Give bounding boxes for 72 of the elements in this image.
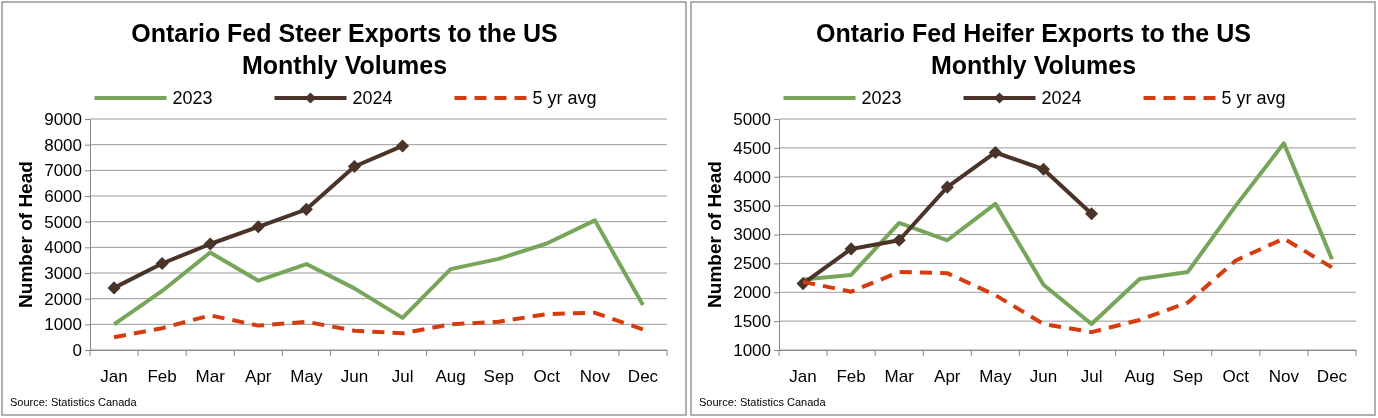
y-tick-label: 5000 — [733, 109, 771, 129]
x-tick-label: Feb — [836, 367, 866, 387]
point — [988, 145, 1002, 160]
x-tick-label: Mar — [884, 367, 915, 387]
x-tick-label: Mar — [195, 367, 226, 387]
y-tick-label: 2500 — [733, 254, 771, 274]
x-tick-label: Jan — [100, 367, 128, 387]
y-tick-label: 0 — [72, 340, 82, 360]
point — [1036, 162, 1051, 176]
y-tick-label: 3000 — [733, 225, 771, 245]
y-tick-label: 4000 — [44, 238, 82, 258]
point — [892, 233, 906, 247]
source-note: Source: Statistics Canada — [10, 396, 138, 408]
x-tick-label: Oct — [1222, 367, 1250, 387]
line-series — [112, 310, 645, 340]
y-tick-label: 8000 — [44, 135, 82, 155]
y-tick-label: 3500 — [733, 196, 771, 216]
x-tick-label: Nov — [579, 367, 611, 387]
y-tick-label: 2000 — [44, 289, 82, 309]
x-tick-label: Jul — [391, 367, 414, 387]
x-tick-label: Aug — [1124, 367, 1155, 387]
point — [299, 202, 313, 216]
x-tick-label: Apr — [245, 367, 272, 387]
y-tick-label: 5000 — [44, 212, 82, 232]
x-tick-label: Aug — [435, 367, 466, 387]
chart-title: Ontario Fed Steer Exports to the US — [131, 19, 558, 47]
x-tick-label: Jun — [340, 367, 369, 387]
x-tick-label: Dec — [1316, 367, 1348, 387]
y-tick-label: 4500 — [733, 138, 771, 158]
point — [107, 281, 121, 295]
x-tick-label: Oct — [533, 367, 561, 387]
point — [940, 180, 954, 194]
x-tick-label: Sep — [483, 367, 514, 387]
legend-label: 5 yr avg — [532, 88, 597, 108]
x-tick-label: Jan — [789, 367, 817, 387]
point — [844, 242, 858, 256]
y-axis-title: Number of Head — [15, 161, 36, 308]
x-tick-label: May — [290, 367, 323, 387]
point — [395, 139, 410, 153]
chart-subtitle: Monthly Volumes — [930, 51, 1137, 79]
chart-subtitle: Monthly Volumes — [241, 51, 448, 79]
x-tick-label: Jul — [1080, 367, 1103, 387]
legend-label: 2023 — [172, 88, 213, 108]
point — [251, 220, 265, 234]
legend-label: 2023 — [861, 88, 902, 108]
legend-label: 2024 — [1041, 88, 1082, 108]
y-tick-label: 9000 — [44, 109, 82, 129]
point — [1084, 207, 1099, 221]
x-tick-label: Dec — [627, 367, 659, 387]
point — [203, 237, 217, 251]
y-tick-label: 7000 — [44, 161, 82, 181]
y-tick-label: 4000 — [733, 167, 771, 187]
source-note: Source: Statistics Canada — [699, 396, 827, 408]
line-series — [112, 218, 645, 327]
x-tick-label: Nov — [1268, 367, 1300, 387]
y-tick-label: 2000 — [733, 283, 771, 303]
point — [347, 159, 362, 174]
legend-label: 2024 — [352, 88, 393, 108]
x-tick-label: May — [979, 367, 1012, 387]
point — [155, 256, 169, 271]
y-tick-label: 1000 — [44, 315, 82, 335]
y-tick-label: 3000 — [44, 263, 82, 283]
legend-label: 5 yr avg — [1221, 88, 1286, 108]
x-tick-label: Feb — [147, 367, 177, 387]
y-tick-label: 1500 — [733, 312, 771, 332]
y-tick-label: 6000 — [44, 186, 82, 206]
x-tick-label: Jun — [1029, 367, 1058, 387]
y-axis-title: Number of Head — [704, 161, 725, 308]
y-tick-label: 1000 — [733, 340, 771, 360]
x-tick-label: Sep — [1172, 367, 1203, 387]
chart-title: Ontario Fed Heifer Exports to the US — [816, 19, 1251, 47]
x-tick-label: Apr — [934, 367, 961, 387]
